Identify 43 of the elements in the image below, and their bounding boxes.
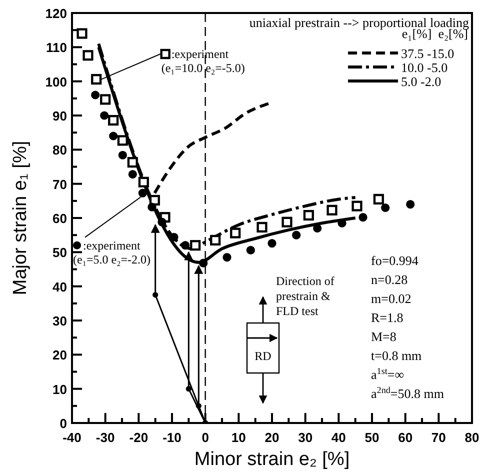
x-tick-label: 70 (431, 430, 446, 445)
legend-label: 10.0 -5.0 (401, 60, 448, 75)
y-tick-label: 50 (52, 245, 67, 260)
x-tick-label: 10 (231, 430, 246, 445)
annotation: t=0.8 mm (371, 348, 422, 363)
annotation: M=8 (371, 329, 396, 344)
x-tick-label: 40 (331, 430, 346, 445)
y-tick-label: 10 (52, 382, 67, 397)
annotation: R=1.8 (371, 310, 404, 325)
annotation: Direction of prestrain & FLD test (276, 274, 334, 318)
y-axis-title: Major strain e₁ [%] (10, 140, 31, 296)
y-tick-label: 80 (52, 142, 67, 158)
annotation: fo=0.994 (371, 253, 419, 268)
y-tick-label: 20 (52, 348, 67, 363)
annotation: a$^{2nd}$=50.8 mm (371, 385, 444, 401)
y-tick-label: 40 (52, 279, 67, 294)
x-tick-label: 0 (202, 430, 209, 445)
y-tick-label: 90 (52, 108, 67, 124)
legend-label: 37.5 -15.0 (401, 46, 454, 61)
x-tick-label: 20 (264, 430, 280, 445)
y-tick-label: 100 (45, 74, 67, 90)
x-tick-label: 60 (398, 430, 413, 445)
x-axis-title: Minor strain e₂ [%] (194, 449, 350, 470)
annotation: RD (254, 349, 272, 363)
legend-label: :experiment (e₁=10.0 e₂=-5.0) (161, 47, 245, 75)
y-tick-label: 60 (52, 211, 67, 226)
legend-label: 5.0 -2.0 (401, 74, 442, 89)
annotation: m=0.02 (371, 291, 412, 306)
x-tick-label: -10 (162, 430, 182, 445)
annotation: n=0.28 (371, 272, 408, 287)
x-tick-label: 30 (298, 430, 313, 445)
y-tick-label: 110 (46, 40, 67, 56)
annotation: a$^{1st}$=∞ (371, 366, 404, 382)
x-tick-label: 80 (464, 430, 480, 445)
y-tick-label: 30 (52, 314, 67, 328)
x-tick-label: -40 (62, 430, 82, 445)
y-tick-label: 120 (45, 6, 67, 21)
legend-label: :experiment (e₁=5.0 e₂=-2.0) (73, 238, 151, 266)
x-tick-label: -20 (129, 430, 148, 445)
y-tick-label: 70 (52, 176, 67, 192)
x-tick-label: 50 (364, 430, 380, 445)
y-tick-label: 0 (60, 416, 67, 431)
x-tick-label: -30 (96, 430, 115, 445)
